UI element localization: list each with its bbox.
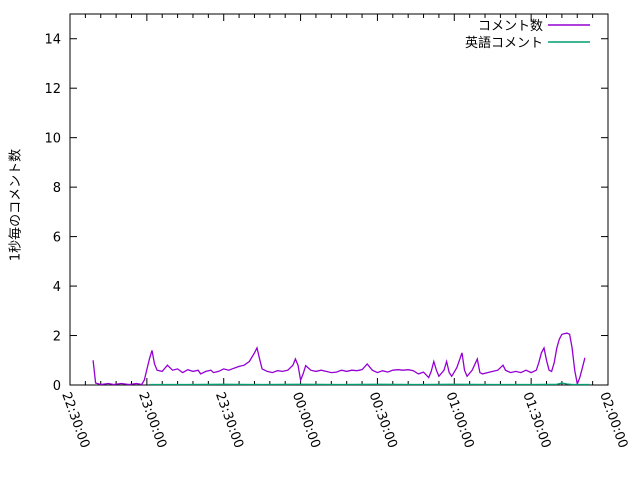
legend-label-english-comments: 英語コメント: [465, 35, 543, 51]
y-tick-label: 12: [44, 82, 61, 97]
x-tick-label: 00:30:00: [366, 390, 400, 450]
x-tick-label: 23:00:00: [135, 390, 169, 450]
y-tick-label: 10: [44, 132, 61, 147]
x-tick-label: 00:00:00: [289, 390, 323, 450]
plot-border: [69, 13, 609, 386]
x-tick-label: 23:30:00: [212, 390, 246, 450]
comments-series-line: [92, 332, 586, 387]
x-tick-label: 02:00:00: [596, 390, 630, 450]
y-tick-label: 14: [44, 33, 61, 48]
x-tick-label: 01:00:00: [443, 390, 477, 450]
y-tick-label: 0: [53, 379, 61, 394]
y-tick-label: 8: [53, 181, 61, 196]
english-comments-series-line: [149, 382, 591, 386]
y-tick-label: 2: [53, 330, 61, 345]
y-tick-label: 6: [53, 231, 61, 246]
legend-label-comments: コメント数: [478, 19, 543, 34]
y-tick-label: 4: [53, 280, 61, 295]
y-axis-title: 1秒毎のコメント数: [8, 148, 24, 262]
x-tick-label: 22:30:00: [58, 390, 92, 450]
x-tick-label: 01:30:00: [519, 390, 553, 450]
